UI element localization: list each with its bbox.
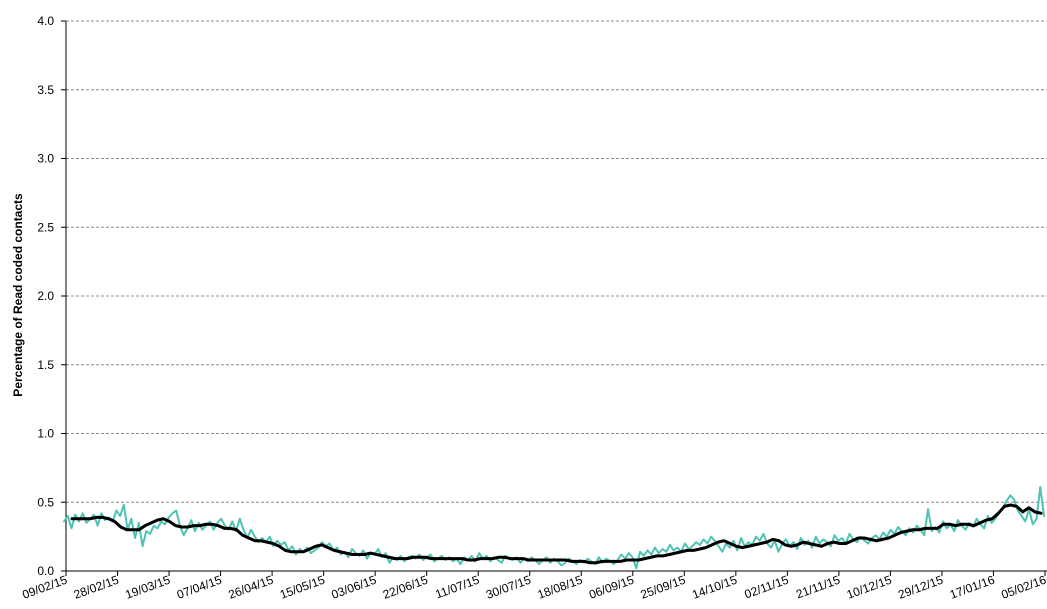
x-tick-label: 26/04/15 [226,573,275,602]
y-axis-label: Percentage of Read coded contacts [11,193,25,397]
y-tick-label: 2.0 [37,289,54,303]
series-line-moving-average [70,503,1043,565]
x-tick-label: 21/11/15 [794,573,842,602]
x-tick-label: 03/06/15 [329,573,378,602]
y-tick-label: 0.0 [37,564,54,578]
x-tick-label: 14/10/15 [690,573,739,602]
x-tick-label: 29/12/15 [896,573,945,602]
x-tick-label: 30/07/15 [484,573,533,602]
series-line-daily [63,486,1045,570]
x-tick-label: 11/07/15 [433,573,481,602]
x-tick-label: 06/09/15 [587,573,636,602]
y-tick-label: 3.0 [37,152,54,166]
y-tick-label: 4.0 [37,14,54,28]
y-tick-labels: 0.0 0.5 1.0 1.5 2.0 2.5 3.0 3.5 4.0 [37,14,54,578]
y-tick-label: 1.5 [37,358,54,372]
x-tick-label: 28/02/15 [72,573,121,602]
axes [61,20,1047,576]
y-tick-label: 3.5 [37,83,54,97]
x-tick-label: 19/03/15 [123,573,172,602]
x-tick-label: 25/09/15 [639,573,688,602]
y-tick-label: 1.0 [37,427,54,441]
series-lines [63,486,1045,570]
y-tick-label: 0.5 [37,495,54,509]
x-tick-label: 05/02/16 [999,573,1047,602]
x-tick-label: 07/04/15 [175,573,224,602]
x-tick-label: 18/08/15 [536,573,585,602]
x-tick-label: 22/06/15 [381,573,430,602]
y-tick-label: 2.5 [37,220,54,234]
x-tick-labels: 09/02/15 28/02/15 19/03/15 07/04/15 26/04/15… [20,573,1047,602]
x-tick-label: 02/11/15 [743,573,791,602]
x-tick-label: 10/12/15 [845,573,894,602]
x-tick-label: 15/05/15 [278,573,327,602]
gridlines [66,20,1047,503]
x-tick-label: 17/01/16 [948,573,997,602]
